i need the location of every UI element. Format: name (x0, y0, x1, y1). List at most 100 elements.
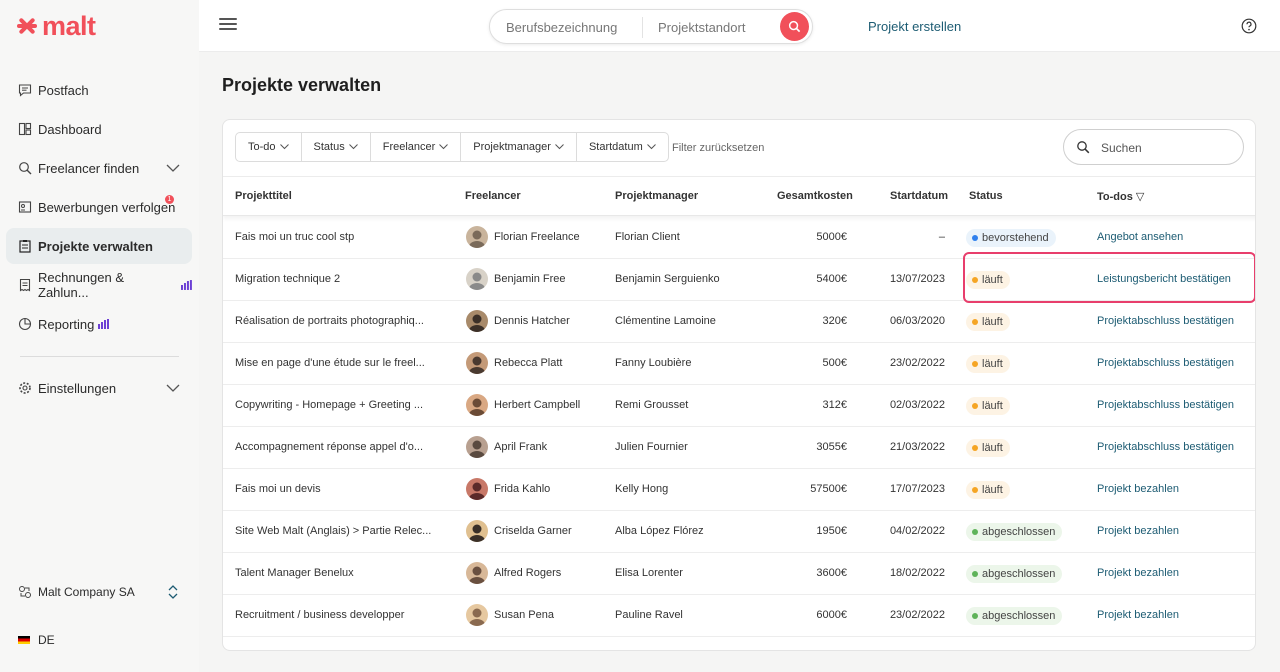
freelancer-name[interactable]: Susan Pena (494, 609, 554, 621)
table-row[interactable]: Copywriting - Homepage + Greeting ... He… (223, 385, 1255, 427)
job-title-input[interactable]: Berufsbezeichnung (506, 20, 618, 35)
freelancer-name[interactable]: April Frank (494, 441, 548, 453)
total-cost: 1950€ (816, 525, 847, 537)
total-cost: 5000€ (816, 231, 847, 243)
language-switcher[interactable]: DE (18, 633, 55, 647)
highlight-box (963, 252, 1255, 303)
status-badge: abgeschlossen (966, 565, 1063, 583)
malt-logo[interactable]: malt (16, 11, 96, 41)
chevron-down-icon[interactable] (166, 381, 180, 395)
sidebar-item-bewerbungen[interactable]: Bewerbungen verfolgen 1 (6, 189, 192, 225)
premium-bars-icon (181, 280, 192, 290)
todo-link[interactable]: Projektabschluss bestätigen (1097, 357, 1234, 369)
freelancer-name[interactable]: Frida Kahlo (494, 483, 551, 495)
project-title[interactable]: Site Web Malt (Anglais) > Partie Relec..… (235, 525, 432, 537)
col-startdatum[interactable]: Startdatum (890, 190, 949, 202)
status-badge: läuft (966, 355, 1010, 373)
table-row[interactable]: Mise en page d'une étude sur le freel...… (223, 343, 1255, 385)
filter-startdatum[interactable]: Startdatum (577, 133, 668, 161)
sidebar-item-freelancer-finden[interactable]: Freelancer finden (6, 150, 192, 186)
table-row[interactable]: Talent Manager Benelux Alfred Rogers Eli… (223, 553, 1255, 595)
status-badge: abgeschlossen (966, 607, 1063, 625)
help-icon[interactable] (1241, 18, 1257, 34)
menu-icon[interactable] (219, 18, 237, 32)
filter-projektmanager[interactable]: Projektmanager (461, 133, 577, 161)
project-title[interactable]: Réalisation de portraits photographiq... (235, 315, 424, 327)
project-title[interactable]: Talent Manager Benelux (235, 567, 354, 579)
status-badge: läuft (966, 481, 1010, 499)
page-title: Projekte verwalten (222, 75, 382, 95)
chevron-down-icon[interactable] (166, 161, 180, 175)
project-title[interactable]: Recruitment / business developper (235, 609, 405, 621)
freelancer-name[interactable]: Rebecca Platt (494, 357, 563, 369)
filter-status[interactable]: Status (302, 133, 371, 161)
todo-link[interactable]: Angebot ansehen (1097, 231, 1184, 243)
location-input[interactable]: Projektstandort (658, 20, 746, 35)
table-row[interactable]: Fais moi un truc cool stp Florian Freela… (223, 217, 1255, 259)
project-title[interactable]: Migration technique 2 (235, 273, 341, 285)
company-name: Malt Company SA (38, 585, 135, 599)
project-title[interactable]: Accompagnement réponse appel d'o... (235, 441, 423, 453)
todo-link[interactable]: Projekt bezahlen (1097, 609, 1179, 621)
project-title[interactable]: Copywriting - Homepage + Greeting ... (235, 399, 424, 411)
col-gesamtkosten[interactable]: Gesamtkosten (777, 190, 853, 202)
freelancer-name[interactable]: Herbert Campbell (494, 399, 581, 411)
sidebar-item-label: Bewerbungen verfolgen (38, 199, 176, 215)
todo-link[interactable]: Projektabschluss bestätigen (1097, 315, 1234, 327)
table-row[interactable]: Fais moi un devis Frida Kahlo Kelly Hong… (223, 469, 1255, 511)
filter-todo[interactable]: To-do (236, 133, 302, 161)
col-freelancer[interactable]: Freelancer (465, 190, 521, 202)
sidebar-item-einstellungen[interactable]: Einstellungen (6, 370, 192, 406)
start-date: 02/03/2022 (889, 399, 945, 411)
table-row[interactable]: Réalisation de portraits photographiq...… (223, 301, 1255, 343)
freelancer-name[interactable]: Criselda Garner (494, 525, 572, 537)
total-cost: 5400€ (816, 273, 847, 285)
table-row[interactable]: Accompagnement réponse appel d'o... Apri… (223, 427, 1255, 469)
col-status[interactable]: Status (969, 190, 1003, 202)
todo-link[interactable]: Leistungsbericht bestätigen (1097, 273, 1231, 285)
status-badge: läuft (966, 271, 1010, 289)
company-switcher[interactable]: Malt Company SA (18, 585, 179, 599)
sidebar-item-dashboard[interactable]: Dashboard (6, 111, 192, 147)
freelancer-name[interactable]: Dennis Hatcher (494, 315, 570, 327)
project-title[interactable]: Mise en page d'une étude sur le freel... (235, 357, 425, 369)
project-title[interactable]: Fais moi un truc cool stp (235, 231, 355, 243)
create-project-link[interactable]: Projekt erstellen (868, 19, 962, 34)
start-date: 18/02/2022 (889, 567, 945, 579)
sidebar-item-rechnungen[interactable]: Rechnungen & Zahlun... (6, 267, 192, 303)
search-button[interactable] (780, 12, 809, 41)
col-todos[interactable]: To-dos ▽ (1097, 191, 1145, 203)
sidebar-item-projekte-verwalten[interactable]: Projekte verwalten (6, 228, 192, 264)
todo-link[interactable]: Projektabschluss bestätigen (1097, 441, 1234, 453)
start-date: 17/07/2023 (889, 483, 945, 495)
total-cost: 57500€ (810, 483, 847, 495)
avatar (466, 436, 488, 458)
manager-name: Kelly Hong (615, 483, 669, 495)
search-icon (788, 20, 801, 33)
table-row[interactable]: Migration technique 2 Benjamin Free Benj… (223, 259, 1255, 301)
filter-freelancer[interactable]: Freelancer (371, 133, 462, 161)
todo-link[interactable]: Projektabschluss bestätigen (1097, 399, 1234, 411)
todo-link[interactable]: Projekt bezahlen (1097, 483, 1179, 495)
status-badge: läuft (966, 439, 1010, 457)
todo-link[interactable]: Projekt bezahlen (1097, 567, 1179, 579)
manager-name: Pauline Ravel (615, 609, 683, 621)
avatar (466, 268, 488, 290)
invoice-icon (18, 278, 32, 292)
filter-label: To-do (248, 141, 276, 153)
table-row[interactable]: Recruitment / business developper Susan … (223, 595, 1255, 637)
sidebar-item-reporting[interactable]: Reporting (6, 306, 192, 342)
project-title[interactable]: Fais moi un devis (235, 483, 321, 495)
sidebar-item-label: Einstellungen (38, 380, 117, 396)
freelancer-name[interactable]: Benjamin Free (494, 273, 566, 285)
table-row[interactable]: Site Web Malt (Anglais) > Partie Relec..… (223, 511, 1255, 553)
sidebar-item-postfach[interactable]: Postfach (6, 72, 192, 108)
table-search-input[interactable]: Suchen (1063, 129, 1244, 165)
col-projekttitel[interactable]: Projekttitel (235, 190, 292, 202)
todo-link[interactable]: Projekt bezahlen (1097, 525, 1179, 537)
avatar (466, 478, 488, 500)
col-projektmanager[interactable]: Projektmanager (615, 190, 699, 202)
freelancer-name[interactable]: Florian Freelance (494, 231, 580, 243)
freelancer-name[interactable]: Alfred Rogers (494, 567, 562, 579)
filter-reset-link[interactable]: Filter zurücksetzen (672, 142, 765, 154)
